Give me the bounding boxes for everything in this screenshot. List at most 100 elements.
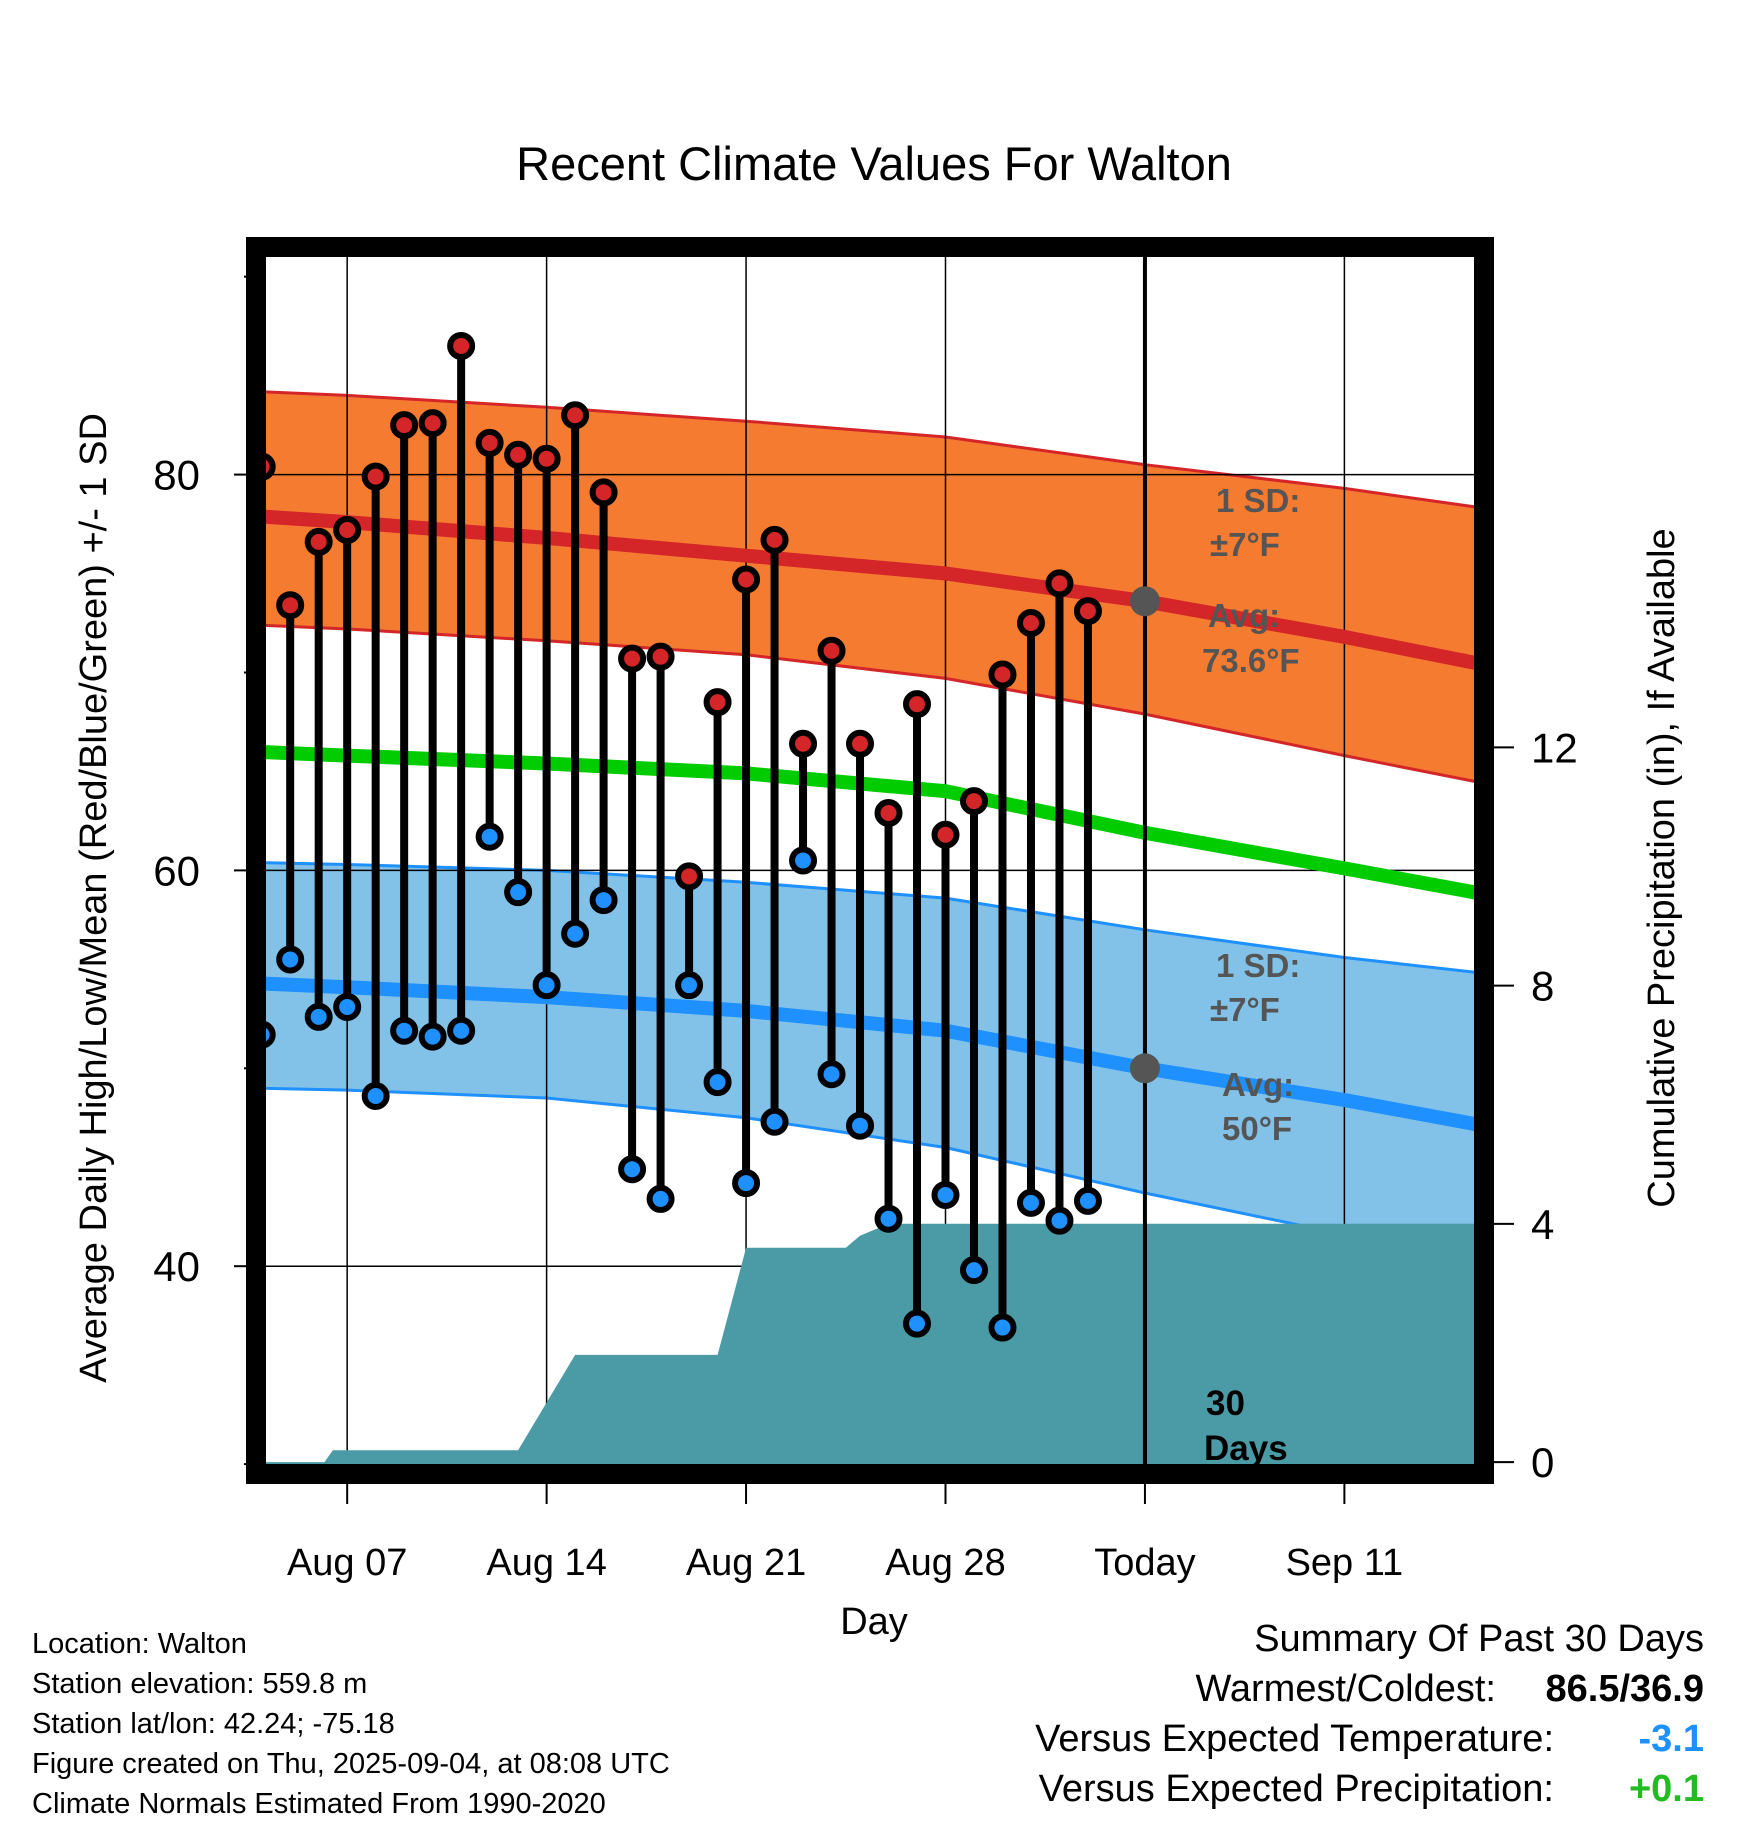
- daily-high-point: [874, 799, 903, 828]
- daily-high-point: [817, 636, 846, 665]
- daily-high-point: [390, 411, 419, 440]
- precip-departure-label: Versus Expected Precipitation:: [1038, 1768, 1554, 1810]
- y-tick-label: 60: [153, 847, 200, 894]
- y2-tick-label: 0: [1531, 1439, 1554, 1486]
- daily-low-point: [589, 886, 618, 915]
- daily-high-point: [333, 516, 362, 545]
- chart-title: Recent Climate Values For Walton: [516, 137, 1232, 190]
- summary-title: Summary Of Past 30 Days: [1254, 1618, 1704, 1660]
- high-avg-value: 73.6°F: [1202, 642, 1300, 679]
- daily-low-point: [561, 919, 590, 948]
- low-sd-label: 1 SD:: [1216, 947, 1300, 984]
- y-tick-label: 80: [153, 452, 200, 499]
- precip-departure-row: Versus Expected Precipitation: +0.1: [1035, 1764, 1704, 1814]
- daily-high-point: [1016, 609, 1045, 638]
- low-sd-value: ±7°F: [1210, 991, 1280, 1028]
- daily-low-point: [959, 1256, 988, 1285]
- x-tick-label: Sep 11: [1286, 1542, 1404, 1584]
- daily-high-point: [618, 644, 647, 673]
- warmest-coldest-value: 86.5/36.9: [1545, 1668, 1704, 1710]
- daily-high-point: [276, 591, 305, 620]
- high-band-upper-edge: [256, 390, 1484, 510]
- normals-text: Climate Normals Estimated From 1990-2020: [32, 1788, 606, 1820]
- daily-low-point: [532, 971, 561, 1000]
- daily-high-point: [903, 690, 932, 719]
- low-band-upper-edge: [256, 861, 1484, 975]
- daily-low-point: [675, 971, 704, 1000]
- daily-low-point: [447, 1016, 476, 1045]
- daily-high-point: [732, 565, 761, 594]
- days-word-label: Days: [1204, 1429, 1288, 1468]
- temp-departure-value: -3.1: [1638, 1718, 1704, 1760]
- low-avg-value: 50°F: [1222, 1110, 1292, 1147]
- daily-high-point: [589, 478, 618, 507]
- daily-high-point: [789, 729, 818, 758]
- low-sd-band: [256, 862, 1484, 1259]
- daily-low-point: [874, 1204, 903, 1233]
- daily-low-point: [988, 1313, 1017, 1342]
- daily-high-point: [760, 525, 789, 554]
- y2-axis-label: Cumulative Precipitation (in), If Availa…: [1641, 528, 1683, 1207]
- daily-low-point: [618, 1155, 647, 1184]
- daily-low-point: [1016, 1188, 1045, 1217]
- x-tick-label: Aug 14: [486, 1542, 606, 1584]
- high-sd-band: [256, 391, 1484, 784]
- daily-low-point: [276, 945, 305, 974]
- plot-area: [256, 247, 1484, 1474]
- high-normal-line: [256, 509, 1484, 672]
- latlon-text: Station lat/lon: 42.24; -75.18: [32, 1708, 395, 1740]
- daily-high-point: [959, 787, 988, 816]
- plot-frame: [246, 237, 1494, 1484]
- daily-high-point: [475, 428, 504, 457]
- high-sd-label: 1 SD:: [1216, 482, 1300, 519]
- high-band-lower-edge: [256, 623, 1484, 785]
- y2-tick-label: 8: [1531, 963, 1554, 1010]
- daily-low-point: [333, 992, 362, 1021]
- x-axis-label: Day: [840, 1601, 908, 1643]
- low-avg-label: Avg:: [1222, 1066, 1294, 1103]
- daily-low-point: [418, 1022, 447, 1051]
- precip-departure-value: +0.1: [1628, 1768, 1704, 1810]
- y-axis-label: Average Daily High/Low/Mean (Red/Blue/Gr…: [73, 413, 115, 1383]
- daily-low-point: [646, 1184, 675, 1213]
- high-avg-label: Avg:: [1208, 597, 1280, 634]
- x-tick-label: Today: [1094, 1542, 1195, 1584]
- daily-low-point: [475, 822, 504, 851]
- daily-high-point: [504, 440, 533, 469]
- daily-high-point: [988, 660, 1017, 689]
- daily-low-point: [846, 1111, 875, 1140]
- daily-low-point: [903, 1309, 932, 1338]
- daily-low-point: [390, 1016, 419, 1045]
- daily-low-point: [817, 1060, 846, 1089]
- low-avg-marker: [1129, 1053, 1160, 1084]
- daily-high-point: [418, 409, 447, 438]
- summary-panel: Summary Of Past 30 Days Warmest/Coldest:…: [1035, 1614, 1704, 1814]
- temp-departure-label: Versus Expected Temperature:: [1035, 1718, 1554, 1760]
- high-avg-marker: [1129, 586, 1160, 617]
- created-text: Figure created on Thu, 2025-09-04, at 08…: [32, 1748, 670, 1780]
- daily-low-point: [1045, 1206, 1074, 1235]
- low-normal-line: [256, 976, 1484, 1133]
- daily-low-point: [732, 1169, 761, 1198]
- daily-high-point: [304, 527, 333, 556]
- y-tick-label: 40: [153, 1243, 200, 1290]
- temp-departure-row: Versus Expected Temperature: -3.1: [1035, 1714, 1704, 1764]
- cumulative-precip-area: [256, 1223, 1484, 1474]
- warmest-coldest-label: Warmest/Coldest:: [1195, 1668, 1496, 1710]
- x-tick-label: Aug 07: [287, 1542, 407, 1584]
- daily-low-point: [931, 1180, 960, 1209]
- daily-low-point: [703, 1068, 732, 1097]
- daily-high-point: [532, 444, 561, 473]
- daily-high-point: [931, 820, 960, 849]
- elevation-text: Station elevation: 559.8 m: [32, 1668, 368, 1700]
- daily-high-point: [846, 729, 875, 758]
- daily-high-point: [447, 331, 476, 360]
- daily-low-point: [760, 1107, 789, 1136]
- y2-tick-label: 12: [1531, 724, 1578, 771]
- daily-high-point: [646, 642, 675, 671]
- daily-high-point: [561, 401, 590, 430]
- daily-high-point: [361, 462, 390, 491]
- daily-high-point: [1073, 597, 1102, 626]
- x-tick-label: Aug 28: [885, 1542, 1005, 1584]
